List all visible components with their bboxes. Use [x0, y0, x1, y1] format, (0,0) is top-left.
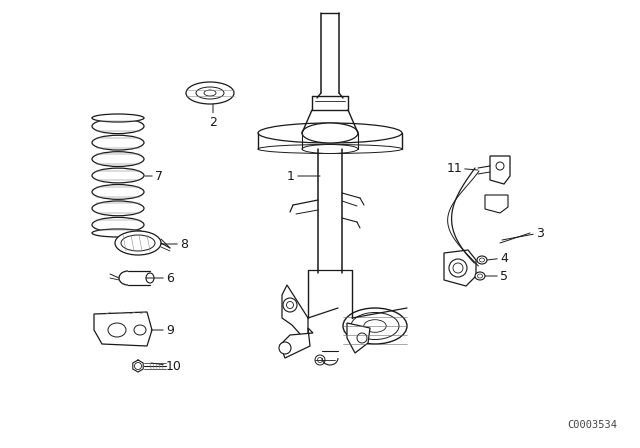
Text: 2: 2: [209, 104, 217, 129]
Ellipse shape: [92, 217, 144, 232]
Ellipse shape: [351, 313, 399, 340]
Ellipse shape: [343, 308, 407, 344]
Text: 3: 3: [502, 227, 544, 240]
Ellipse shape: [357, 333, 367, 343]
Polygon shape: [490, 156, 510, 184]
Text: 7: 7: [145, 169, 163, 182]
Ellipse shape: [134, 362, 141, 370]
Ellipse shape: [196, 87, 224, 99]
Ellipse shape: [92, 135, 144, 150]
Ellipse shape: [479, 258, 484, 262]
Ellipse shape: [92, 152, 144, 167]
Polygon shape: [282, 285, 308, 343]
Ellipse shape: [302, 145, 358, 154]
Ellipse shape: [302, 123, 358, 143]
Ellipse shape: [258, 145, 402, 154]
Ellipse shape: [92, 119, 144, 134]
Ellipse shape: [92, 229, 144, 237]
Ellipse shape: [477, 274, 483, 278]
Ellipse shape: [496, 162, 504, 170]
Ellipse shape: [121, 235, 155, 251]
Ellipse shape: [477, 256, 487, 264]
Polygon shape: [444, 250, 476, 286]
Text: 10: 10: [151, 359, 182, 372]
Ellipse shape: [449, 259, 467, 277]
Text: 9: 9: [151, 323, 174, 336]
Text: 1: 1: [287, 169, 320, 182]
Ellipse shape: [315, 355, 325, 365]
Polygon shape: [94, 312, 152, 346]
Ellipse shape: [204, 90, 216, 96]
Text: 8: 8: [161, 237, 188, 250]
Text: 4: 4: [487, 251, 508, 264]
Text: 6: 6: [146, 271, 174, 284]
Ellipse shape: [92, 114, 144, 122]
Polygon shape: [280, 328, 313, 358]
Ellipse shape: [364, 320, 386, 332]
Ellipse shape: [453, 263, 463, 273]
Ellipse shape: [317, 358, 323, 362]
Ellipse shape: [287, 302, 294, 309]
Ellipse shape: [92, 168, 144, 183]
Ellipse shape: [115, 231, 161, 255]
Ellipse shape: [186, 82, 234, 104]
Ellipse shape: [279, 342, 291, 354]
Ellipse shape: [92, 185, 144, 199]
Ellipse shape: [146, 273, 154, 283]
Polygon shape: [485, 195, 508, 213]
Ellipse shape: [108, 323, 126, 337]
Ellipse shape: [283, 298, 297, 312]
Ellipse shape: [475, 272, 485, 280]
Text: C0003534: C0003534: [567, 420, 617, 430]
Ellipse shape: [92, 201, 144, 216]
Text: 5: 5: [485, 270, 508, 283]
Ellipse shape: [258, 123, 402, 143]
Polygon shape: [347, 323, 370, 353]
Text: 11: 11: [446, 161, 478, 175]
Ellipse shape: [134, 325, 146, 335]
